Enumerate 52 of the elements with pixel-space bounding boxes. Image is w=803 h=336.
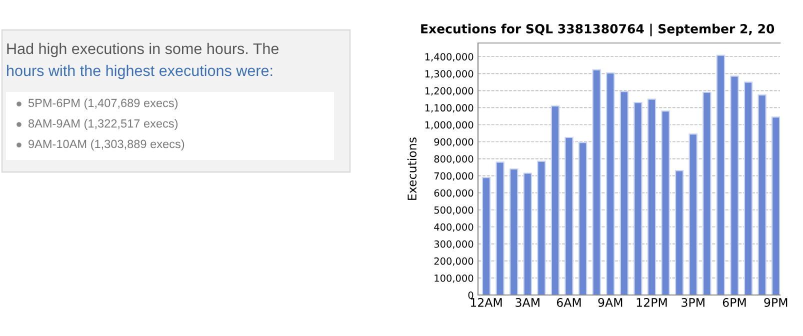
x-tick-label: 9PM [764, 298, 788, 307]
x-tick-label: 3PM [682, 298, 704, 307]
bar [772, 116, 780, 295]
bar [537, 160, 546, 295]
bar [758, 94, 766, 295]
bar [744, 82, 753, 295]
y-tick-label: 1,100,000 [425, 104, 474, 113]
y-tick-label: 1,300,000 [425, 70, 474, 78]
bar [496, 162, 504, 295]
y-tick-label: 600,000 [434, 189, 474, 198]
bar [592, 69, 601, 295]
y-tick-label: 0 [468, 291, 474, 299]
x-tick-label: 6PM [722, 298, 746, 307]
y-tick-label: 100,000 [434, 274, 474, 283]
x-tick-label: 9AM [598, 298, 622, 307]
bar [482, 176, 491, 295]
text: hours with the highest executions were: [7, 64, 272, 80]
y-tick-label: 1,400,000 [425, 53, 474, 62]
text: 8AM-9AM (1,322,517 execs) [28, 118, 178, 130]
bar [730, 76, 739, 295]
x-tick-label: 12PM [636, 298, 667, 307]
bar [716, 54, 726, 295]
y-tick-label: 300,000 [434, 240, 474, 249]
text: Had high executions in some hours. The [7, 42, 279, 58]
y-tick-label: 800,000 [434, 155, 474, 164]
bar [578, 142, 588, 295]
bar [606, 72, 615, 295]
bar [634, 102, 642, 295]
y-tick-label: 1,200,000 [425, 87, 474, 96]
y-tick-label: 900,000 [434, 138, 474, 147]
bar [523, 172, 532, 295]
text: 9AM-10AM (1,303,889 execs) [28, 139, 184, 150]
chart-title: Executions for SQL 3381380764 | September 2, 20 [421, 24, 774, 36]
y-tick-label: 1,000,000 [425, 121, 474, 130]
bar [647, 98, 656, 295]
x-tick-label: 3AM [516, 298, 540, 307]
bar [550, 105, 560, 295]
bar [510, 168, 518, 295]
y-tick-label: 700,000 [434, 172, 474, 181]
y-axis-title: Executions [407, 138, 417, 200]
y-tick-label: 200,000 [434, 257, 474, 266]
y-tick-label: 400,000 [434, 223, 474, 232]
bar [620, 90, 629, 295]
text: 5PM-6PM (1,407,689 execs) [28, 98, 178, 110]
bar [661, 110, 670, 295]
bar [674, 170, 684, 295]
bar [564, 136, 574, 295]
bar [688, 134, 698, 295]
bar [702, 92, 712, 295]
x-tick-label: 6AM [556, 298, 581, 307]
y-tick-label: 500,000 [434, 206, 474, 215]
x-tick-label: 12AM [470, 298, 502, 307]
